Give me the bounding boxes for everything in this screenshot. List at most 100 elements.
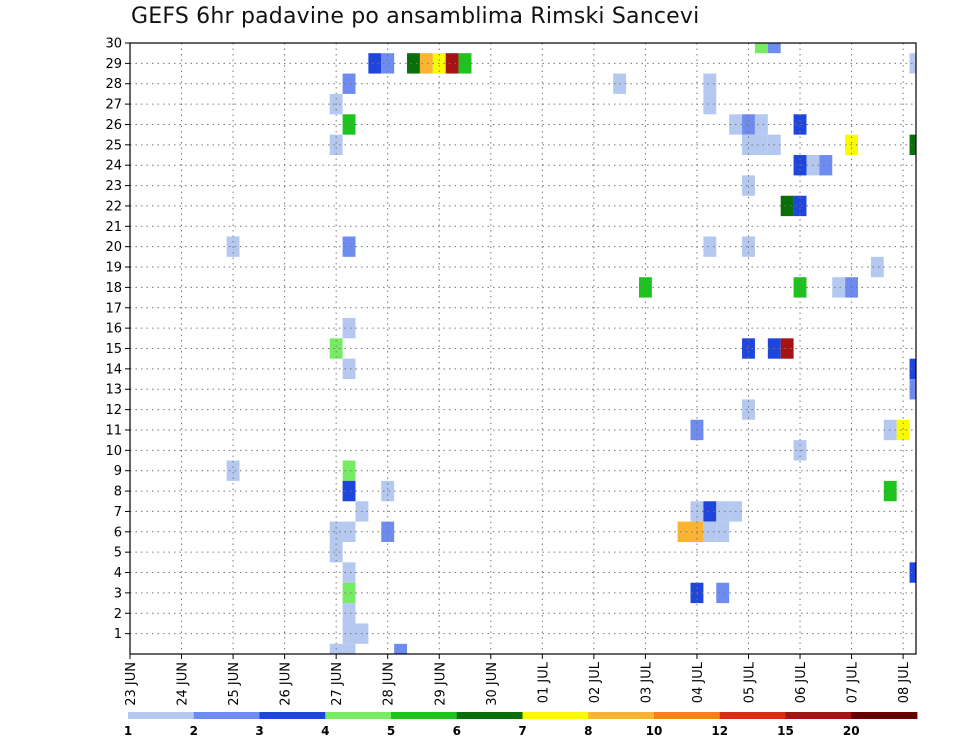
y-tick-label: 17	[105, 301, 122, 316]
colorbar-label: 5	[387, 724, 395, 738]
heatmap-cell	[445, 53, 459, 74]
heatmap-cell	[832, 277, 846, 298]
y-tick-label: 25	[105, 138, 122, 153]
x-tick-label: 23 JUN	[124, 662, 139, 706]
y-tick-label: 12	[105, 403, 122, 418]
heatmap-cell	[342, 236, 356, 257]
heatmap-cell	[819, 155, 833, 176]
y-tick-label: 7	[114, 505, 122, 520]
heatmap-cell	[342, 460, 356, 481]
heatmap-cell	[716, 501, 730, 522]
y-tick-label: 1	[114, 627, 122, 642]
colorbar-swatch	[851, 712, 918, 719]
y-tick-label: 24	[105, 159, 122, 174]
colorbar-label: 1	[124, 724, 132, 738]
y-tick-label: 10	[105, 444, 122, 459]
heatmap-cell	[754, 114, 768, 135]
heatmap-cell	[342, 603, 356, 624]
y-tick-label: 11	[105, 423, 122, 438]
heatmap-cell	[342, 521, 356, 542]
heatmap-cell	[742, 338, 755, 359]
heatmap-cell	[703, 93, 717, 115]
x-tick-label: 04 JUL	[691, 661, 706, 703]
x-tick-label: 25 JUN	[227, 662, 242, 706]
heatmap-cell	[780, 338, 794, 359]
y-tick-label: 5	[114, 546, 122, 561]
heatmap-cell	[909, 134, 916, 156]
x-tick-label: 30 JUN	[485, 662, 500, 706]
heatmap-cell	[870, 256, 884, 278]
heatmap-cell	[716, 521, 730, 542]
colorbar-label: 12	[711, 724, 728, 738]
y-tick-label: 22	[105, 199, 122, 214]
colorbar-swatch	[259, 712, 326, 719]
heatmap-cell	[342, 562, 356, 583]
y-tick-label: 6	[114, 525, 122, 540]
heatmap-cell	[381, 53, 395, 74]
colorbar-swatch	[325, 712, 392, 719]
colorbar-label: 3	[255, 724, 263, 738]
x-tick-label: 07 JUL	[846, 661, 861, 703]
x-tick-label: 24 JUN	[176, 662, 191, 706]
heatmap-cell	[703, 73, 717, 94]
x-tick-label: 01 JUL	[536, 661, 551, 703]
heatmap-cell	[677, 521, 691, 542]
heatmap-cell	[742, 399, 755, 420]
x-tick-label: 03 JUL	[639, 661, 654, 703]
heatmap-cell	[703, 501, 717, 522]
y-tick-label: 23	[105, 179, 122, 194]
y-tick-label: 9	[114, 464, 122, 479]
colorbar-swatch	[391, 712, 458, 719]
heatmap-cell	[342, 73, 356, 94]
colorbar-label: 10	[646, 724, 663, 738]
y-tick-label: 27	[105, 98, 122, 113]
heatmap-cell	[226, 460, 240, 481]
x-tick-label: 26 JUN	[279, 662, 294, 706]
colorbar-swatch	[588, 712, 655, 719]
heatmap-cell	[742, 175, 755, 196]
heatmap-cell	[754, 134, 768, 156]
y-tick-label: 21	[105, 220, 122, 235]
heatmap-cell	[909, 562, 916, 583]
y-tick-label: 30	[105, 37, 122, 52]
y-tick-label: 16	[105, 322, 122, 337]
heatmap-cell	[381, 521, 395, 542]
heatmap-cell	[703, 521, 717, 542]
y-tick-label: 4	[114, 566, 122, 581]
heatmap-cell	[342, 623, 356, 644]
heatmap-cell	[754, 43, 768, 54]
heatmap-cell	[767, 43, 781, 54]
x-axis-ticks: 23 JUN 24 JUN 25 JUN 26 JUN 27 JUN 28 JUN 29 J…	[124, 654, 912, 706]
heatmap-cell	[638, 277, 652, 298]
heatmap-cell	[780, 195, 794, 217]
heatmap-cell	[329, 521, 343, 542]
heatmap-cell	[793, 114, 807, 135]
heatmap-cell	[909, 379, 916, 400]
y-tick-label: 13	[105, 383, 122, 398]
colorbar-label: 6	[453, 724, 461, 738]
x-tick-label: 28 JUN	[382, 662, 397, 706]
colorbar-label: 7	[518, 724, 526, 738]
heatmap-cell	[407, 53, 420, 74]
heatmap-cell	[329, 541, 343, 563]
y-tick-label: 29	[105, 57, 122, 72]
y-tick-label: 26	[105, 118, 122, 133]
colorbar-swatch	[785, 712, 852, 719]
heatmap-cell	[368, 53, 382, 74]
heatmap-cell	[458, 53, 472, 74]
heatmap-cell	[742, 114, 755, 135]
heatmap-cell	[342, 643, 356, 654]
colorbar-swatch	[522, 712, 589, 719]
y-tick-label: 19	[105, 261, 122, 276]
colorbar-label: 20	[843, 724, 860, 738]
heatmap-cell	[716, 582, 730, 604]
x-tick-label: 08 JUL	[897, 661, 912, 703]
colorbar-label: 15	[777, 724, 794, 738]
x-tick-label: 05 JUL	[742, 661, 757, 703]
y-tick-label: 2	[114, 607, 122, 622]
x-tick-label: 02 JUL	[588, 661, 603, 703]
heatmap-cell	[342, 480, 356, 502]
heatmap-cell	[742, 134, 755, 156]
heatmap-cell	[419, 53, 433, 74]
colorbar-swatch	[654, 712, 721, 719]
